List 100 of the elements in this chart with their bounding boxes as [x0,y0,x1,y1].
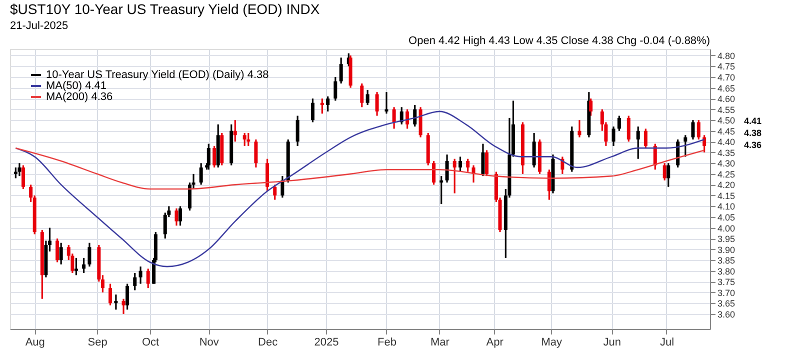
candlestick [662,162,666,182]
candlestick [676,138,680,168]
candlestick [18,162,22,177]
candlestick [174,208,178,226]
candlestick [366,89,370,106]
y-tick-label: 4.55 [718,104,736,115]
y-tick-label: 3.90 [718,244,736,255]
candlestick [310,98,314,124]
x-tick-label: Aug [25,336,45,348]
candlestick [138,266,142,285]
y-tick-label: 4.15 [718,190,736,201]
candlestick [74,257,78,276]
y-tick-label: 3.85 [718,256,736,266]
legend-label: MA(200) 4.36 [46,91,113,103]
candlestick [273,184,277,201]
candlestick [88,242,92,268]
y-tick-label: 4.80 [718,50,736,61]
candlestick [578,119,582,138]
candlestick [691,119,695,140]
y-tick-label: 4.00 [718,223,736,234]
candlestick [458,156,462,173]
y-tick-label: 3.65 [718,298,736,309]
candlestick [392,106,396,130]
y-tick-label: 4.20 [718,180,736,190]
candlestick [108,282,112,306]
candlestick [266,158,270,192]
candlestick [296,114,300,147]
x-tick-label: Dec [258,336,278,348]
candlestick [133,272,137,292]
candlestick [617,114,621,132]
candlestick [56,238,60,264]
candlestick [636,126,640,160]
candlestick [684,134,688,158]
y-tick-label: 4.05 [718,212,736,222]
candlestick [452,158,456,194]
x-tick-label: Apr [486,336,504,348]
candlestick [532,132,536,168]
y-tick-label: 3.70 [718,288,736,298]
y-tick-label: 4.45 [718,126,736,136]
candlestick [233,119,237,142]
candlestick [82,257,86,274]
text: 4.38 [744,128,762,138]
candlestick [14,166,18,180]
candlestick [360,82,364,108]
y-tick-label: 4.25 [718,169,736,180]
y-tick-label: 4.40 [718,137,736,148]
y-tick-label: 3.60 [718,309,736,320]
y-tick-label: 4.30 [718,158,736,169]
y-tick-label: 4.65 [718,83,736,94]
candlestick [178,205,182,226]
chart-subtitle: 21-Jul-2025 [10,20,68,32]
legend-label: MA(50) 4.41 [46,80,107,92]
candlestick [254,138,258,168]
candlestick [114,294,118,310]
candlestick [406,108,410,130]
text: Open 4.42 High 4.43 Low 4.35 Close 4.38 Chg -0.04 (-0.88%) [408,35,710,47]
candlestick [445,154,449,184]
x-tick-label: Oct [142,336,160,348]
candlestick [612,126,616,147]
candlestick [466,158,470,173]
candlestick [375,91,379,117]
x-tick-label: Sep [88,336,108,348]
candlestick [126,282,130,310]
candlestick [242,132,246,147]
candlestick [122,298,126,315]
candlestick [589,98,593,117]
candlestick [320,98,324,114]
candlestick [481,142,485,177]
candlestick [246,132,250,147]
candlestick [146,268,150,289]
candlestick [413,104,417,128]
candlestick [334,76,338,102]
y-tick-label: 4.75 [718,62,736,72]
legend-label: 10-Year US Treasury Yield (EOD) (Daily) 4.38 [46,69,269,81]
y-tick-label: 4.50 [718,116,736,126]
candlestick [59,242,63,266]
x-tick-label: Jul [660,336,674,348]
y-tick-label: 3.75 [718,277,736,288]
y-tick-label: 4.70 [718,72,736,82]
candlestick [326,96,330,112]
candlestick [644,128,648,149]
candlestick [440,175,444,205]
y-tick-label: 4.10 [718,202,736,212]
y-tick-label: 4.35 [718,148,736,158]
x-tick-label: Nov [199,336,220,348]
x-tick-label: Jun [603,336,621,348]
y-tick-label: 3.95 [718,234,736,244]
chart-title: $UST10Y 10-Year US Treasury Yield (EOD) INDX [10,1,320,17]
x-tick-label: Feb [378,336,396,348]
candlestick [666,162,670,188]
candlestick [199,162,203,186]
y-tick-label: 4.60 [718,94,736,104]
x-tick-label: Mar [430,336,450,348]
text: 4.41 [744,116,762,126]
candlestick [485,149,489,177]
candlestick [21,164,25,190]
candlestick [212,145,216,168]
text: 4.36 [744,140,762,150]
candlestick [547,168,551,201]
candlestick [384,91,388,114]
